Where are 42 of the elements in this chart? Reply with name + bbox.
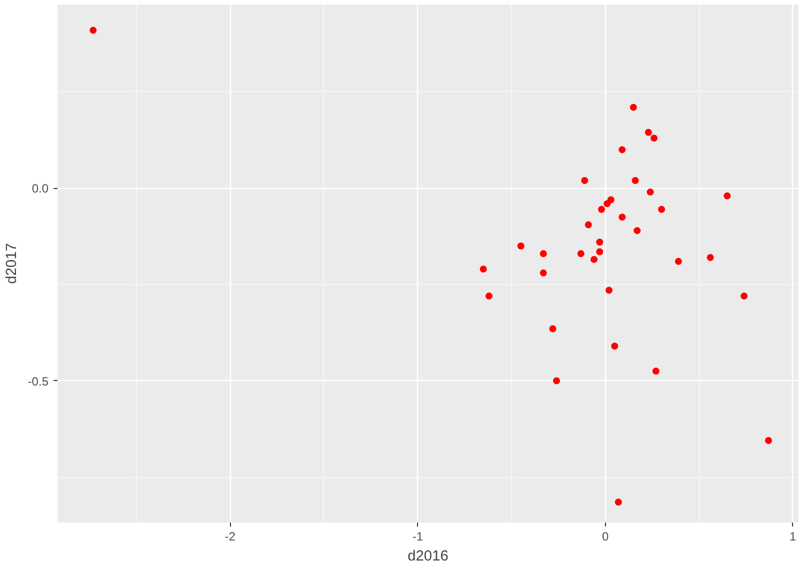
x-tick-label: -1 xyxy=(412,530,424,544)
point xyxy=(644,128,652,136)
point xyxy=(90,26,97,34)
point xyxy=(646,188,654,196)
point xyxy=(596,238,604,246)
point xyxy=(596,248,604,256)
point xyxy=(658,206,666,213)
point xyxy=(611,342,618,350)
point xyxy=(618,214,626,221)
point xyxy=(540,250,547,258)
point xyxy=(606,286,613,294)
point xyxy=(764,436,772,444)
x-tick-label: -2 xyxy=(224,530,236,544)
x-tick-label: 1 xyxy=(790,530,797,544)
y-axis-title: d2017 xyxy=(4,243,20,284)
point xyxy=(577,250,584,258)
point xyxy=(598,206,606,213)
point xyxy=(614,498,622,506)
point xyxy=(553,377,560,384)
point xyxy=(604,200,611,208)
point xyxy=(634,227,641,234)
point xyxy=(517,242,524,250)
point xyxy=(618,146,626,154)
point xyxy=(632,177,639,184)
y-tick-label: 0.0 xyxy=(32,182,49,196)
point xyxy=(590,256,598,263)
point xyxy=(674,258,682,265)
x-axis-title: d2016 xyxy=(408,548,448,564)
point xyxy=(540,269,547,276)
point xyxy=(724,192,731,200)
point xyxy=(630,104,637,111)
point xyxy=(549,325,556,332)
point xyxy=(480,266,487,273)
point xyxy=(584,221,592,228)
y-tick-label: -0.5 xyxy=(28,374,49,388)
point xyxy=(740,292,748,300)
point xyxy=(485,292,492,300)
point xyxy=(650,134,658,142)
point xyxy=(581,177,588,184)
point xyxy=(652,368,660,375)
point xyxy=(706,254,714,262)
x-tick-label: 0 xyxy=(602,530,609,544)
